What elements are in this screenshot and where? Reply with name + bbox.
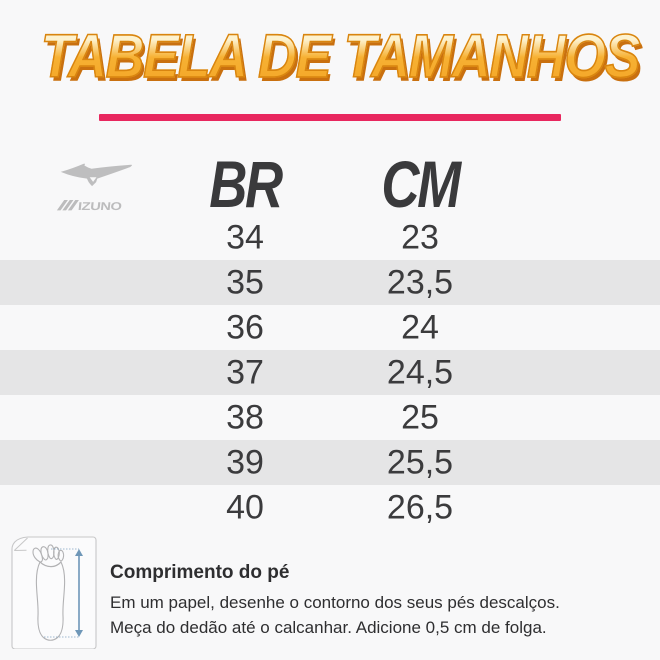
svg-text:IZUNO: IZUNO <box>77 201 122 211</box>
